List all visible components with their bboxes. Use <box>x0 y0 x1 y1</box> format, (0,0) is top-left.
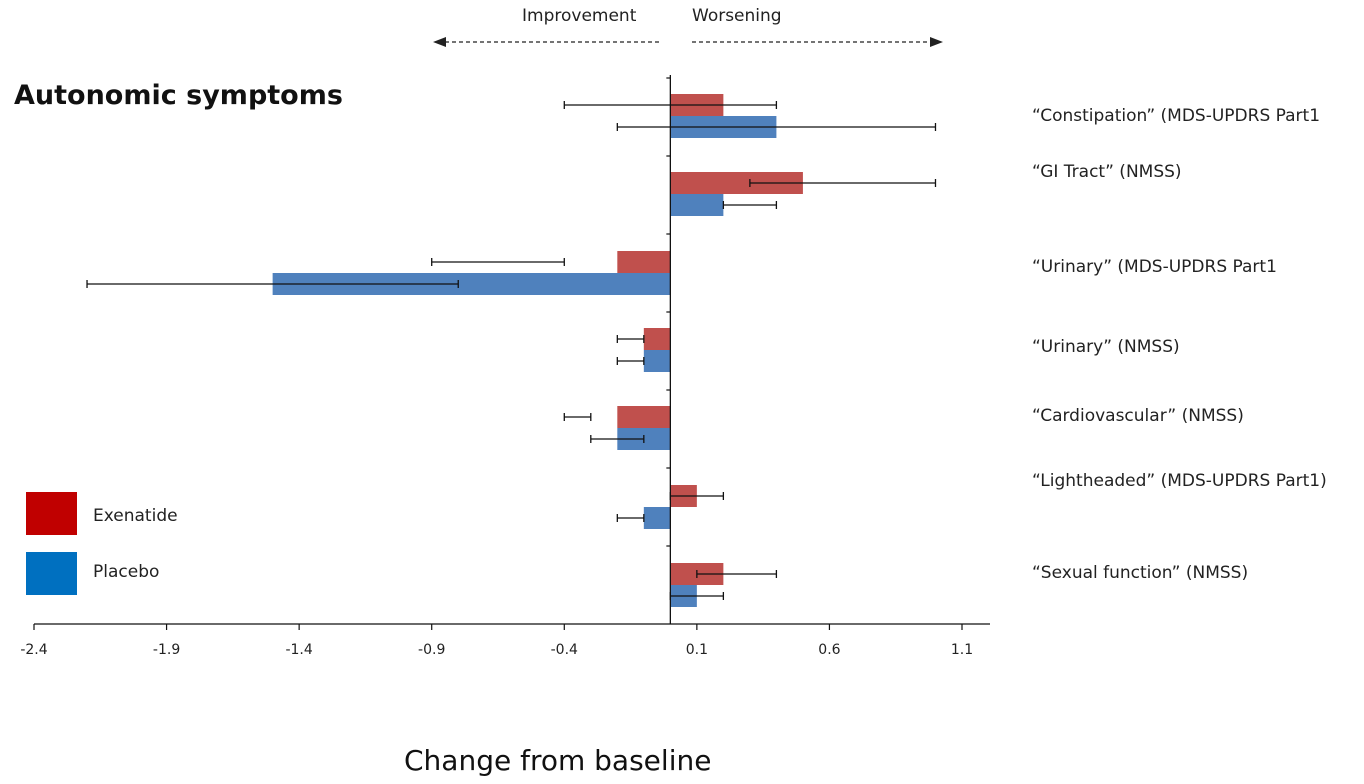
worsening-label: Worsening <box>692 6 782 26</box>
category-label-4: “Cardiovascular” (NMSS) <box>1032 406 1244 426</box>
bar-placebo-3 <box>643 350 671 372</box>
category-label-6: “Sexual function” (NMSS) <box>1032 563 1249 583</box>
x-tick-label-7: 1.1 <box>951 642 973 658</box>
bar-placebo-5 <box>643 507 671 529</box>
legend-label-placebo: Placebo <box>93 562 160 582</box>
legend-label-exenatide: Exenatide <box>93 506 178 526</box>
x-tick-label-0: -2.4 <box>20 642 47 658</box>
worsening-arrowhead <box>930 37 943 47</box>
x-tick-label-1: -1.9 <box>153 642 180 658</box>
category-label-3: “Urinary” (NMSS) <box>1032 337 1180 357</box>
legend-swatch-placebo <box>26 552 77 595</box>
bar-exenatide-4 <box>617 406 671 428</box>
category-label-1: “GI Tract” (NMSS) <box>1032 162 1182 182</box>
category-label-0: “Constipation” (MDS-UPDRS Part1 <box>1032 106 1321 126</box>
category-label-5: “Lightheaded” (MDS-UPDRS Part1) <box>1032 471 1327 491</box>
bar-exenatide-2 <box>617 251 671 273</box>
improvement-label: Improvement <box>522 6 637 26</box>
bar-exenatide-1 <box>670 172 803 194</box>
x-tick-label-5: 0.1 <box>686 642 708 658</box>
x-tick-label-3: -0.9 <box>418 642 445 658</box>
legend-swatch-exenatide <box>26 492 77 535</box>
x-tick-label-6: 0.6 <box>818 642 840 658</box>
bar-placebo-2 <box>272 273 671 295</box>
bar-placebo-1 <box>670 194 724 216</box>
x-axis-label: Change from baseline <box>404 744 712 777</box>
category-label-2: “Urinary” (MDS-UPDRS Part1 <box>1032 257 1277 277</box>
x-tick-label-2: -1.4 <box>285 642 312 658</box>
x-tick-label-4: -0.4 <box>551 642 578 658</box>
bar-exenatide-3 <box>643 328 671 350</box>
improvement-arrowhead <box>433 37 446 47</box>
chart-title: Autonomic symptoms <box>14 80 343 111</box>
